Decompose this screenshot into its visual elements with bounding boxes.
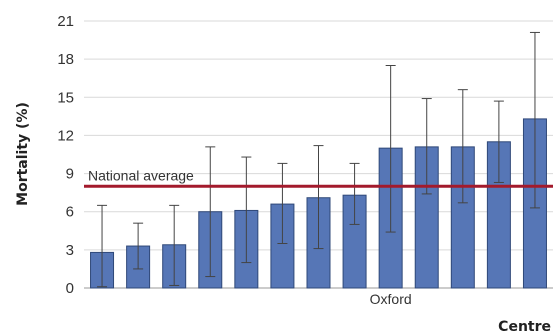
oxford-label: Oxford (370, 291, 412, 307)
y-axis-title: Mortality (%) (15, 102, 31, 206)
error-bar (169, 204, 180, 286)
error-bar (277, 162, 288, 244)
y-tick-labels: 0 3 6 9 12 15 18 21 (57, 13, 74, 297)
y-tick-label: 0 (66, 280, 74, 297)
y-tick-label: 15 (57, 89, 74, 106)
national-average-label: National average (88, 167, 194, 183)
y-tick-label: 3 (66, 242, 74, 259)
y-tick-label: 12 (57, 127, 74, 144)
y-tick-label: 6 (66, 204, 74, 221)
error-bars (97, 31, 540, 288)
y-tick-label: 18 (57, 51, 74, 68)
x-axis-title: Centre (498, 319, 551, 335)
error-bar (385, 65, 396, 233)
error-bar (133, 222, 144, 270)
error-bar (97, 204, 108, 288)
error-bar (529, 31, 540, 209)
error-bar (349, 162, 360, 225)
y-tick-label: 21 (57, 13, 74, 30)
error-bar (421, 98, 432, 195)
error-bar (313, 145, 324, 250)
error-bar (241, 156, 252, 264)
y-tick-label: 9 (66, 166, 74, 183)
error-bar (493, 100, 504, 183)
error-bar (205, 146, 216, 278)
error-bar (457, 89, 468, 204)
